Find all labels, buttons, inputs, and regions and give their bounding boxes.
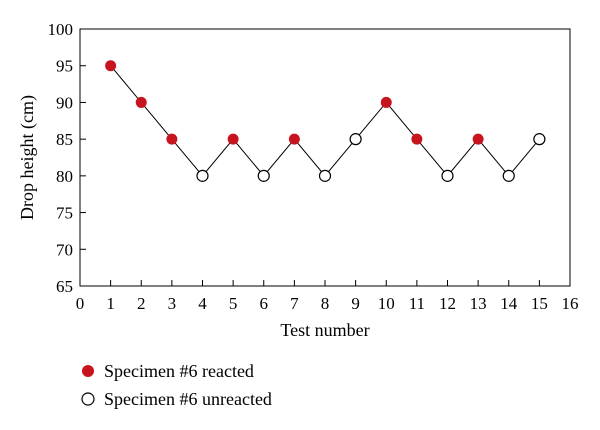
legend: Specimen #6 reacted Specimen #6 unreacte… — [81, 361, 272, 409]
x-tick-label: 7 — [290, 294, 299, 313]
points — [105, 60, 546, 182]
y-tick-label: 100 — [48, 20, 74, 39]
legend-reacted-marker — [82, 365, 94, 377]
x-tick-label: 8 — [321, 294, 330, 313]
y-tick-label: 70 — [56, 240, 73, 259]
unreacted-point — [349, 133, 362, 146]
legend-unreacted-label: Specimen #6 unreacted — [104, 389, 272, 409]
y-tick-label: 90 — [56, 93, 73, 112]
reacted-point — [411, 133, 423, 145]
x-tick-label: 6 — [260, 294, 269, 313]
x-tick-label: 2 — [137, 294, 146, 313]
reacted-point — [472, 133, 484, 145]
unreacted-point — [257, 169, 270, 182]
y-tick-label: 75 — [56, 204, 73, 223]
reacted-point — [380, 96, 392, 108]
series-line — [110, 65, 540, 177]
series-line-group — [110, 65, 540, 177]
reacted-point — [227, 133, 239, 145]
unreacted-point — [441, 169, 454, 182]
x-tick-label: 4 — [198, 294, 207, 313]
x-tick-label: 10 — [378, 294, 395, 313]
x-tick-label: 11 — [409, 294, 425, 313]
y-tick-label: 95 — [56, 57, 73, 76]
unreacted-point — [533, 133, 546, 146]
legend-reacted-label: Specimen #6 reacted — [104, 361, 254, 381]
x-tick-label: 5 — [229, 294, 238, 313]
legend-unreacted-marker — [81, 392, 95, 406]
y-tick-label: 80 — [56, 167, 73, 186]
unreacted-point — [502, 169, 515, 182]
ticks: 0 1 2 3 4 5 6 7 8 9 10 11 12 13 14 15 166570758085909510… — [48, 20, 579, 313]
x-tick-label: 15 — [531, 294, 548, 313]
unreacted-point — [318, 169, 332, 182]
axes — [79, 28, 571, 287]
x-tick-label: 12 — [439, 294, 456, 313]
x-tick-label: 14 — [500, 294, 518, 313]
x-tick-label: 13 — [470, 294, 487, 313]
reacted-point — [288, 133, 300, 145]
y-tick-label: 65 — [56, 277, 73, 296]
y-axis-title: Drop height (cm) — [17, 95, 38, 220]
reacted-point — [105, 60, 117, 72]
plot-frame — [79, 28, 571, 287]
unreacted-point — [196, 169, 209, 182]
x-tick-label: 3 — [168, 294, 177, 313]
x-axis-title: Test number — [280, 320, 369, 340]
y-tick-label: 85 — [56, 130, 73, 149]
reacted-point — [166, 133, 178, 145]
x-tick-label: 9 — [351, 294, 360, 313]
x-tick-label: 0 — [76, 294, 85, 313]
reacted-point — [135, 96, 147, 108]
x-tick-label: 1 — [106, 294, 115, 313]
x-tick-label: 16 — [562, 294, 579, 313]
